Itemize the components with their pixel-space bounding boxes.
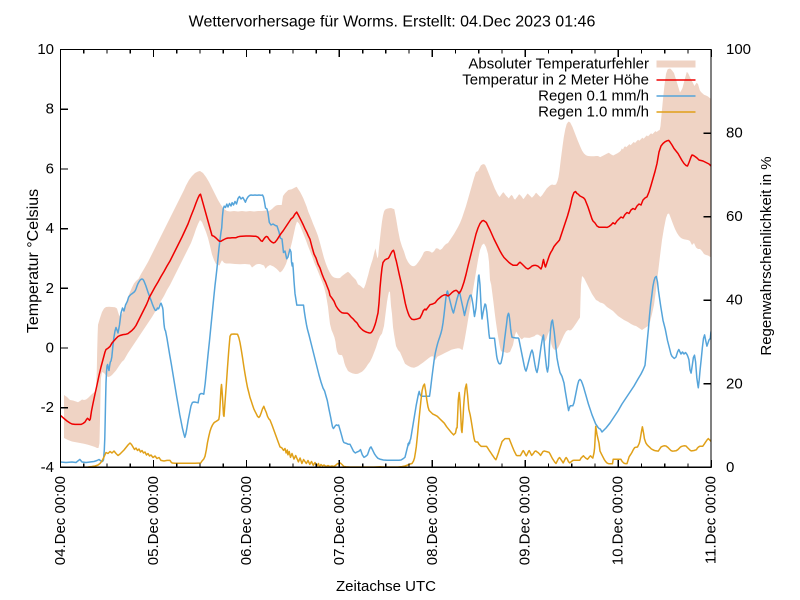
svg-text:20: 20	[726, 375, 743, 392]
svg-text:-2: -2	[41, 399, 54, 416]
svg-text:6: 6	[46, 160, 54, 177]
svg-text:4: 4	[46, 220, 54, 237]
svg-text:09.Dec 00:00: 09.Dec 00:00	[517, 476, 534, 565]
svg-text:-4: -4	[41, 459, 54, 476]
svg-text:06.Dec 00:00: 06.Dec 00:00	[238, 476, 255, 565]
svg-text:Temperatur in 2 Meter Höhe: Temperatur in 2 Meter Höhe	[462, 72, 649, 89]
svg-text:0: 0	[726, 459, 734, 476]
svg-text:10.Dec 00:00: 10.Dec 00:00	[610, 476, 627, 565]
svg-text:Regen 1.0 mm/h: Regen 1.0 mm/h	[538, 104, 649, 121]
svg-text:Absoluter Temperaturfehler: Absoluter Temperaturfehler	[468, 56, 649, 73]
svg-text:Regenwahrscheinlichkeit in %: Regenwahrscheinlichkeit in %	[758, 156, 775, 355]
svg-text:07.Dec 00:00: 07.Dec 00:00	[331, 476, 348, 565]
svg-text:Wettervorhersage für Worms. Er: Wettervorhersage für Worms. Erstellt: 04…	[189, 14, 596, 31]
svg-text:60: 60	[726, 208, 743, 225]
svg-text:Regen 0.1 mm/h: Regen 0.1 mm/h	[538, 88, 649, 105]
svg-text:08.Dec 00:00: 08.Dec 00:00	[424, 476, 441, 565]
svg-text:10: 10	[37, 41, 54, 58]
svg-text:Temperatur °Celsius: Temperatur °Celsius	[25, 189, 42, 333]
svg-text:Zeitachse UTC: Zeitachse UTC	[336, 578, 436, 595]
svg-text:80: 80	[726, 125, 743, 142]
svg-text:05.Dec 00:00: 05.Dec 00:00	[145, 476, 162, 565]
svg-text:40: 40	[726, 292, 743, 309]
svg-text:04.Dec 00:00: 04.Dec 00:00	[52, 476, 69, 565]
svg-text:100: 100	[726, 41, 751, 58]
svg-text:8: 8	[46, 101, 54, 118]
svg-text:11.Dec 00:00: 11.Dec 00:00	[703, 476, 720, 564]
svg-text:0: 0	[46, 340, 54, 357]
svg-text:2: 2	[46, 280, 54, 297]
